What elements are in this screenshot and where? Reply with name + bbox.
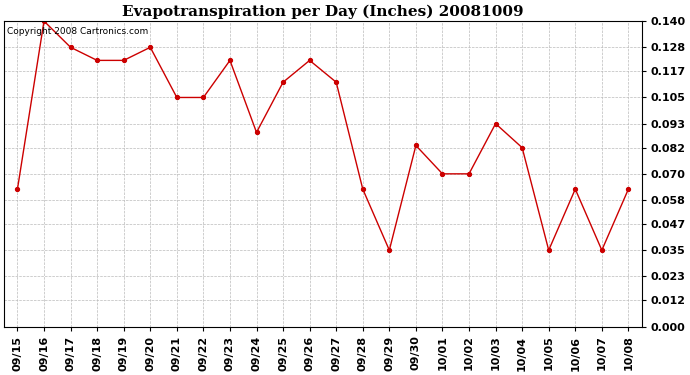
Title: Evapotranspiration per Day (Inches) 20081009: Evapotranspiration per Day (Inches) 2008… — [122, 4, 524, 18]
Text: Copyright 2008 Cartronics.com: Copyright 2008 Cartronics.com — [8, 27, 148, 36]
